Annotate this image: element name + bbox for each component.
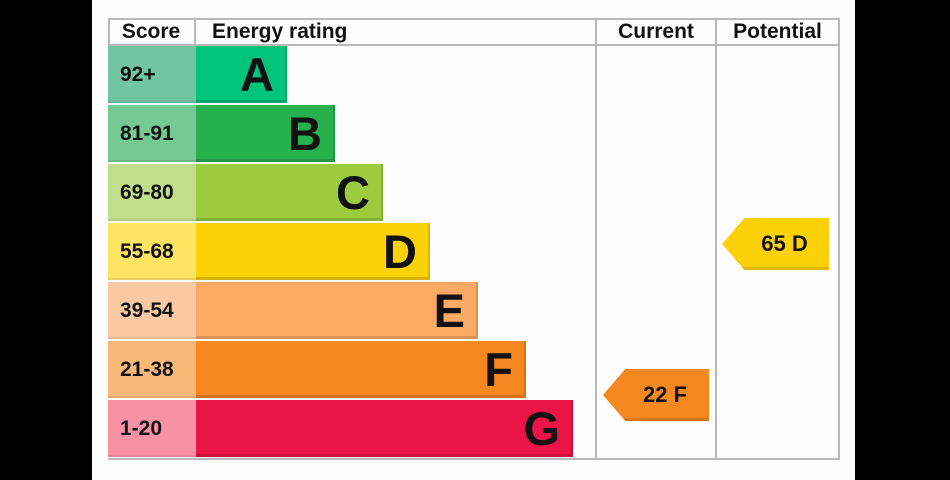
band-score-cell: 39-54 [108,282,196,339]
band-bar: C [196,164,383,221]
current-column-left-border [595,18,597,460]
band-score-cell: 69-80 [108,164,196,221]
band-score-cell: 55-68 [108,223,196,280]
band-bar: F [196,341,526,398]
band-letter: D [383,225,417,278]
energy-rating-column-header: Energy rating [212,20,348,43]
table-right-border [838,18,840,460]
potential-column-header: Potential [733,20,822,43]
band-score-cell: 1-20 [108,400,196,457]
current-potential-divider [715,18,717,460]
band-letter: G [523,402,560,455]
band-bar: D [196,223,430,280]
band-letter: B [288,107,322,160]
table-bottom-border [108,458,840,460]
band-letter: E [433,284,465,337]
header-underline [108,44,840,46]
chart-panel: Score Energy rating Current Potential 92… [92,0,855,480]
potential-indicator-arrow: 65 D [722,218,829,270]
potential-indicator-label: 65 D [761,231,808,256]
band-score-cell: 92+ [108,46,196,103]
band-letter: A [240,48,274,101]
current-indicator-label: 22 F [642,382,688,407]
table-top-border [108,18,840,20]
band-bar: B [196,105,335,162]
band-score-cell: 81-91 [108,105,196,162]
score-column-header: Score [121,20,181,43]
current-column-header: Current [618,20,694,43]
band-letter: C [336,166,370,219]
band-letter: F [484,343,513,396]
header-left-border [108,18,110,46]
band-bar: E [196,282,478,339]
band-bar: G [196,400,573,457]
band-bar: A [196,46,287,103]
current-indicator-arrow: 22 F [603,369,709,421]
header-score-divider [194,18,196,46]
band-score-cell: 21-38 [108,341,196,398]
